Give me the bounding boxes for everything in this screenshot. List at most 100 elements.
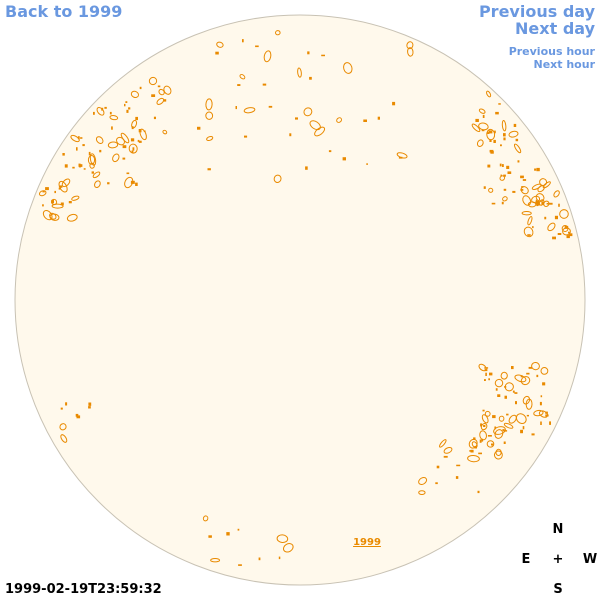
- contour-mark: [455, 476, 459, 479]
- contour-mark: [124, 103, 126, 107]
- contour-mark: [503, 137, 506, 141]
- contour-mark: [163, 99, 167, 102]
- contour-mark: [60, 434, 68, 443]
- contour-mark: [506, 413, 509, 416]
- previous-day-link[interactable]: Previous day: [478, 2, 595, 21]
- contour-mark: [443, 447, 453, 454]
- contour-mark: [278, 556, 281, 560]
- contour-mark: [493, 139, 496, 143]
- contour-mark: [237, 528, 240, 531]
- contour-mark: [268, 105, 273, 108]
- contour-mark: [363, 119, 367, 122]
- contour-mark: [545, 414, 549, 417]
- contour-mark: [239, 74, 246, 80]
- contour-mark: [406, 41, 414, 50]
- contour-mark: [504, 382, 514, 392]
- contour-mark: [531, 183, 542, 191]
- previous-hour-link[interactable]: Previous hour: [508, 45, 595, 58]
- contour-mark: [77, 136, 80, 140]
- contour-mark: [89, 153, 97, 166]
- contour-mark: [309, 120, 321, 131]
- contour-mark: [68, 201, 72, 204]
- contour-mark: [237, 84, 241, 86]
- contour-mark: [522, 426, 525, 430]
- contour-mark: [139, 86, 142, 90]
- contour-mark: [215, 51, 219, 55]
- compass-center: +: [552, 552, 564, 567]
- contour-mark: [474, 446, 477, 449]
- contour-mark: [486, 90, 492, 98]
- contour-mark: [475, 118, 479, 122]
- contour-mark: [321, 54, 325, 57]
- contour-mark: [336, 117, 343, 123]
- contour-mark: [540, 366, 549, 375]
- contour-mark: [418, 477, 428, 485]
- contour-mark: [541, 201, 545, 205]
- contour-mark: [273, 174, 282, 183]
- contour-mark: [502, 196, 508, 202]
- contour-mark: [124, 176, 134, 189]
- contour-mark: [206, 135, 214, 142]
- contour-mark: [487, 132, 490, 134]
- back-to-year-link[interactable]: Back to 1999: [5, 2, 123, 21]
- contour-mark: [135, 116, 138, 121]
- contour-mark: [205, 111, 214, 120]
- contour-mark: [289, 133, 292, 137]
- contour-mark: [80, 137, 83, 139]
- contour-mark: [489, 139, 492, 142]
- contour-mark: [503, 188, 507, 191]
- contour-mark: [497, 394, 501, 397]
- contour-mark: [82, 144, 85, 147]
- contour-mark: [488, 130, 493, 134]
- contour-mark: [494, 130, 496, 134]
- contour-mark: [508, 414, 517, 424]
- contour-mark: [45, 187, 49, 191]
- next-day-link[interactable]: Next day: [515, 19, 595, 38]
- contour-mark: [478, 108, 486, 114]
- contour-mark: [78, 163, 81, 167]
- contour-mark: [59, 185, 63, 188]
- contour-mark: [488, 187, 494, 193]
- contour-mark: [544, 216, 547, 220]
- contour-mark: [500, 174, 503, 177]
- contour-mark: [552, 236, 556, 240]
- contour-mark: [42, 204, 44, 207]
- contour-mark: [491, 202, 496, 205]
- contour-mark: [484, 410, 491, 417]
- contour-mark: [87, 155, 96, 165]
- contour-mark: [153, 116, 156, 120]
- contour-mark: [515, 413, 527, 424]
- contour-mark: [568, 231, 570, 234]
- contour-mark: [328, 150, 332, 153]
- contour-mark: [275, 30, 281, 36]
- sun-disk: [14, 14, 586, 586]
- contour-mark: [88, 402, 92, 406]
- contour-mark: [548, 202, 553, 205]
- contour-mark: [132, 147, 135, 151]
- contour-mark: [533, 409, 544, 417]
- contour-mark: [282, 543, 294, 553]
- contour-mark: [523, 226, 534, 238]
- contour-mark: [377, 116, 380, 120]
- contour-mark: [508, 130, 519, 138]
- contour-mark: [501, 120, 507, 132]
- contour-mark: [101, 107, 104, 111]
- contour-mark: [492, 415, 496, 419]
- contour-mark: [130, 90, 139, 99]
- contour-mark: [435, 482, 438, 485]
- contour-mark: [262, 83, 267, 86]
- contour-mark: [521, 186, 524, 188]
- contour-mark: [566, 235, 570, 239]
- contour-mark: [498, 415, 505, 422]
- contour-mark: [49, 212, 57, 220]
- contour-mark: [499, 163, 502, 167]
- contour-mark: [157, 85, 161, 88]
- next-hour-link[interactable]: Next hour: [533, 58, 596, 71]
- year-link[interactable]: 1999: [353, 537, 381, 548]
- contour-mark: [491, 443, 494, 446]
- year-link-label[interactable]: 1999: [353, 537, 381, 548]
- contour-mark: [226, 532, 230, 536]
- contour-mark: [526, 414, 529, 417]
- contour-mark: [527, 216, 533, 226]
- contour-mark: [126, 109, 129, 113]
